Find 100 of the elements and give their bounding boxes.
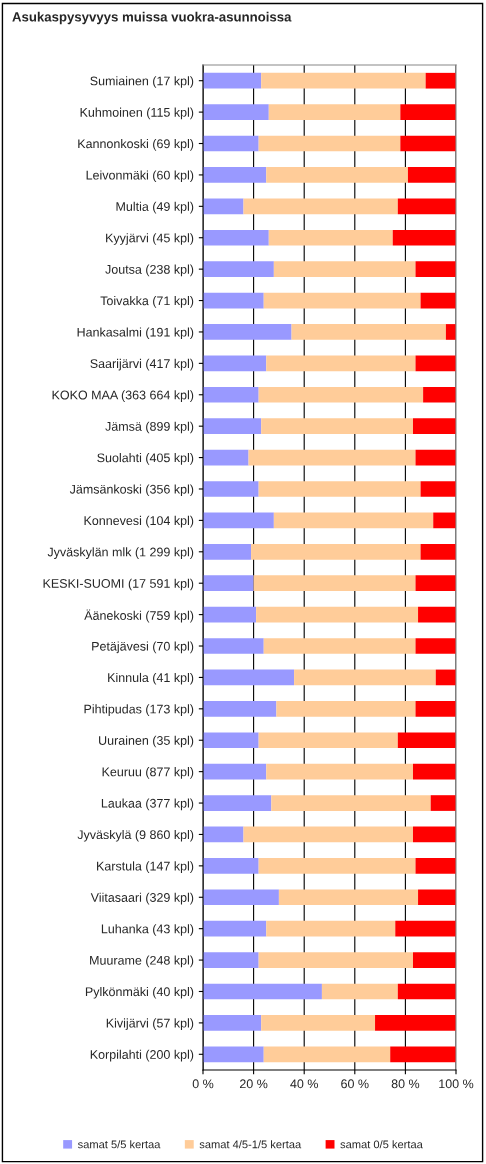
y-tick-label: Pylkönmäki (40 kpl) [85, 986, 194, 999]
bar [395, 920, 456, 937]
bar [203, 606, 257, 623]
bar [400, 135, 456, 152]
bar [203, 104, 269, 120]
bar [243, 198, 398, 215]
bar [203, 952, 259, 968]
y-tick-label: Jämsä (899 kpl) [105, 421, 194, 434]
y-tick-label: Keuruu (877 kpl) [102, 767, 194, 779]
y-tick-label: Viitasaari (329 kpl) [90, 892, 194, 905]
bar [397, 732, 456, 749]
y-tick-label: Kinnula (41 kpl) [108, 672, 194, 685]
bar [418, 606, 456, 623]
y-tick-label: Toivakka (71 kpl) [100, 296, 194, 308]
bar [203, 449, 249, 466]
bar [268, 229, 393, 246]
y-tick-label: Leivonmäki (60 kpl) [86, 170, 194, 183]
y-tick-label: Uurainen (35 kpl) [99, 735, 194, 748]
bar [203, 920, 267, 937]
bar [203, 1015, 262, 1031]
bar [203, 229, 269, 246]
bar [266, 355, 416, 372]
bar [263, 638, 416, 654]
bar [397, 983, 456, 1000]
bar [203, 669, 295, 686]
bar [203, 261, 274, 277]
bar [276, 700, 416, 717]
bar [415, 700, 456, 717]
y-tick-label: Multia (49 kpl) [116, 201, 194, 214]
y-tick-label: Kuhmoinen (115 kpl) [80, 107, 194, 120]
bar [291, 324, 446, 340]
y-tick-label: Kivijärvi (57 kpl) [106, 1018, 194, 1031]
bar [258, 952, 413, 968]
bar [433, 512, 456, 529]
bar [415, 261, 456, 277]
y-tick-label: Jyväskylän mlk (1 299 kpl) [47, 547, 194, 559]
bar [248, 449, 416, 466]
bar [203, 700, 277, 717]
bar [412, 418, 456, 435]
y-tick-label: Saarijärvi (417 kpl) [90, 358, 194, 371]
x-tick-label: 20 % [239, 1079, 268, 1089]
bar [445, 324, 456, 340]
bar [412, 826, 456, 843]
bar [203, 858, 259, 874]
bar [268, 104, 401, 120]
bar [415, 355, 456, 372]
bar [420, 481, 456, 497]
bar [256, 606, 419, 623]
bar [415, 449, 456, 466]
bar [273, 512, 434, 529]
bar [430, 795, 456, 811]
y-tick-label: Petäjävesi (70 kpl) [92, 641, 194, 654]
y-tick-label: Konnevesi (104 kpl) [84, 515, 194, 528]
bar [203, 355, 267, 372]
bar [203, 324, 292, 340]
bar [258, 135, 401, 152]
bar [266, 167, 408, 183]
y-tick-label: Hankasalmi (191 kpl) [77, 327, 194, 340]
bar [203, 763, 267, 780]
bar [266, 763, 413, 780]
bar [258, 481, 421, 497]
bar [261, 72, 426, 89]
y-tick-label: Äänekoski (759 kpl) [84, 609, 194, 623]
bar [203, 826, 244, 843]
bar [418, 889, 456, 906]
bar [415, 638, 456, 654]
bar [375, 1015, 456, 1031]
y-tick-label: Muurame (248 kpl) [90, 955, 194, 968]
x-tick-label: 100 % [439, 1079, 474, 1089]
y-tick-label: Laukaa (377 kpl) [101, 798, 194, 811]
bar [203, 732, 259, 749]
y-tick-label: Pihtipudas (173 kpl) [84, 704, 194, 716]
bar [203, 135, 259, 152]
bar [203, 889, 279, 906]
bar [253, 575, 416, 592]
y-tick-label: KESKI-SUOMI (17 591 kpl) [43, 578, 194, 591]
bar [203, 418, 262, 435]
bar [435, 669, 456, 686]
legend-label: samat 5/5 kertaa [77, 1140, 161, 1149]
bar [203, 72, 262, 89]
bar [407, 167, 456, 183]
y-tick-label: Kannonkoski (69 kpl) [78, 138, 194, 151]
y-tick-label: Korpilahti (200 kpl) [90, 1049, 194, 1062]
bar [271, 795, 431, 811]
bar [203, 386, 259, 403]
bar [392, 229, 456, 246]
legend-label: samat 0/5 kertaa [340, 1140, 423, 1149]
y-tick-label: KOKO MAA (363 664 kpl) [52, 390, 194, 402]
bar [420, 543, 456, 560]
bar [258, 732, 398, 749]
bar [203, 983, 322, 1000]
bar [321, 983, 398, 1000]
bar [266, 920, 396, 937]
bar [203, 638, 264, 654]
bar [258, 858, 416, 874]
y-tick-label: Sumiainen (17 kpl) [90, 76, 194, 88]
bar [203, 795, 272, 811]
bar [203, 1046, 264, 1063]
bar [261, 1015, 376, 1031]
bar [263, 292, 421, 309]
